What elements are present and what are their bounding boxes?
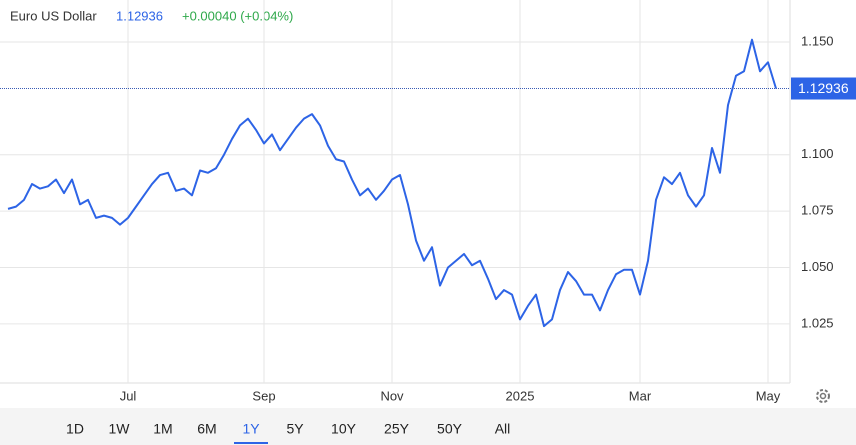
x-tick-label: Nov <box>380 388 404 403</box>
range-label: 25Y <box>384 421 410 437</box>
x-tick-label: Mar <box>629 388 652 403</box>
y-tick-label: 1.150 <box>801 33 834 48</box>
y-tick-label: 1.050 <box>801 259 834 274</box>
range-label: 10Y <box>331 421 357 437</box>
range-label: 1W <box>109 421 131 437</box>
range-button[interactable]: 1W <box>109 421 131 437</box>
range-button[interactable]: All <box>495 421 511 437</box>
y-tick-label: 1.100 <box>801 146 834 161</box>
price-line <box>7 38 777 328</box>
last-price: 1.12936 <box>116 8 163 23</box>
range-label: 1M <box>153 421 172 437</box>
x-tick-label: Sep <box>252 388 275 403</box>
range-button[interactable]: 1D <box>66 421 84 437</box>
x-tick-label: 2025 <box>506 388 535 403</box>
range-label: 1Y <box>242 421 260 437</box>
range-label: 6M <box>197 421 216 437</box>
range-label: 50Y <box>437 421 463 437</box>
range-label: 5Y <box>286 421 304 437</box>
range-button[interactable]: 5Y <box>286 421 304 437</box>
range-button[interactable]: 10Y <box>331 421 357 437</box>
chart-title: Euro US Dollar <box>10 8 97 23</box>
range-bar <box>0 408 856 445</box>
settings-icon[interactable] <box>816 389 830 403</box>
range-label: 1D <box>66 421 84 437</box>
price-change: +0.00040 (+0.04%) <box>182 8 293 23</box>
range-button[interactable]: 1Y <box>234 421 268 444</box>
last-price-tag <box>791 77 856 100</box>
gear-outer <box>816 389 830 403</box>
range-button[interactable]: 50Y <box>437 421 463 437</box>
x-tick-label: May <box>756 388 781 403</box>
y-tick-label: 1.075 <box>801 203 834 218</box>
gear-inner <box>819 392 827 400</box>
y-tick-label: 1.025 <box>801 315 834 330</box>
range-button[interactable]: 25Y <box>384 421 410 437</box>
range-label: All <box>495 421 511 437</box>
last-price-tag-label: 1.12936 <box>798 80 849 96</box>
range-button[interactable]: 1M <box>153 421 172 437</box>
x-tick-label: Jul <box>120 388 137 403</box>
range-button[interactable]: 6M <box>197 421 216 437</box>
